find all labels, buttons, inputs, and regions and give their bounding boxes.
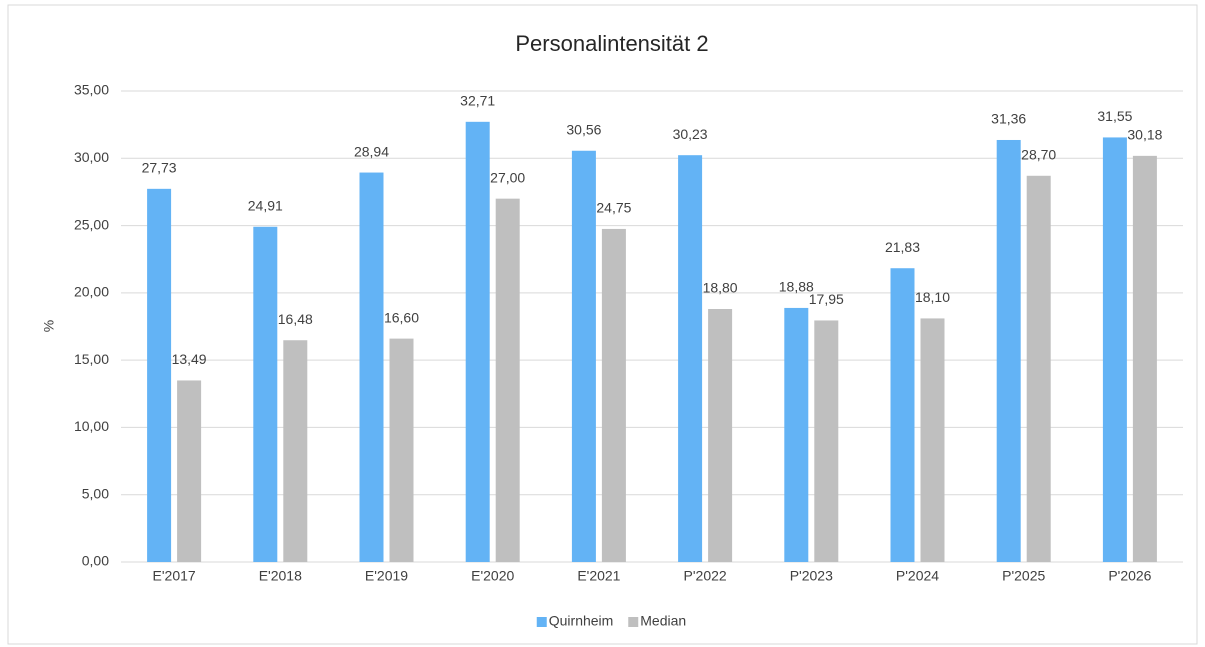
- bar: [1102, 137, 1127, 563]
- x-tick-label: E'2018: [259, 568, 302, 584]
- x-tick-label: P'2025: [1002, 568, 1045, 584]
- bar: [890, 268, 915, 562]
- data-label: 31,55: [1097, 108, 1132, 124]
- y-tick-label: 30,00: [74, 149, 109, 165]
- bar: [678, 155, 703, 563]
- legend-swatch: [536, 617, 547, 627]
- x-tick-label: P'2022: [684, 568, 727, 584]
- data-label: 16,48: [278, 311, 313, 327]
- x-tick-label: P'2026: [1108, 568, 1151, 584]
- data-label: 13,49: [172, 351, 207, 367]
- data-label: 30,18: [1127, 127, 1162, 143]
- bar: [147, 188, 172, 562]
- data-label: 24,91: [248, 197, 283, 213]
- bar: [465, 121, 490, 562]
- data-label: 18,80: [703, 280, 738, 296]
- data-label: 31,36: [991, 111, 1026, 127]
- legend-swatch: [628, 617, 639, 627]
- data-label: 27,00: [490, 169, 525, 185]
- y-tick-label: 25,00: [74, 216, 109, 232]
- bar: [359, 172, 384, 562]
- data-label: 28,70: [1021, 146, 1056, 162]
- legend-label: Quirnheim: [549, 613, 614, 629]
- bar: [708, 309, 733, 562]
- x-tick-label: P'2023: [790, 568, 833, 584]
- bar: [814, 320, 839, 562]
- y-axis-label: %: [41, 320, 57, 332]
- data-label: 30,23: [673, 126, 708, 142]
- bar: [389, 338, 414, 562]
- bar: [283, 340, 308, 562]
- data-label: 18,10: [915, 289, 950, 305]
- data-label: 32,71: [460, 93, 495, 109]
- bar: [495, 198, 520, 562]
- data-label: 21,83: [885, 239, 920, 255]
- y-tick-label: 10,00: [74, 418, 109, 434]
- x-tick-label: E'2021: [577, 568, 620, 584]
- data-label: 27,73: [142, 160, 177, 176]
- bar: [996, 139, 1021, 562]
- data-label: 28,94: [354, 143, 389, 159]
- y-tick-label: 0,00: [82, 553, 109, 569]
- data-label: 18,88: [779, 279, 814, 295]
- bar: [784, 307, 809, 562]
- bar: [571, 150, 596, 563]
- data-label: 30,56: [566, 121, 601, 137]
- data-label: 16,60: [384, 309, 419, 325]
- bar: [253, 226, 278, 562]
- y-tick-label: 15,00: [74, 351, 109, 367]
- data-label: 17,95: [809, 291, 844, 307]
- chart-title: Personalintensität 2: [515, 31, 708, 56]
- x-tick-label: E'2019: [365, 568, 408, 584]
- bar: [1026, 175, 1051, 562]
- bar: [1132, 155, 1157, 562]
- x-tick-label: P'2024: [896, 568, 939, 584]
- bar: [601, 228, 626, 562]
- bar: [177, 380, 202, 562]
- x-tick-label: E'2020: [471, 568, 514, 584]
- y-tick-label: 35,00: [74, 82, 109, 98]
- data-label: 24,75: [596, 200, 631, 216]
- bar: [920, 318, 945, 562]
- legend-label: Median: [640, 613, 686, 629]
- y-tick-label: 20,00: [74, 284, 109, 300]
- y-tick-label: 5,00: [82, 485, 109, 501]
- x-tick-label: E'2017: [153, 568, 196, 584]
